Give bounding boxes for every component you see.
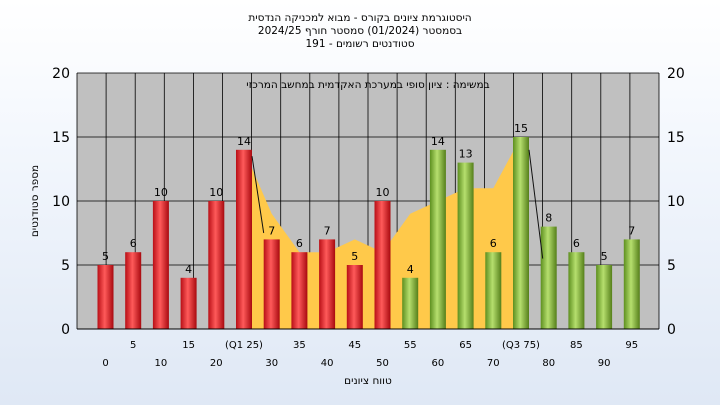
bar-17 (568, 252, 585, 329)
bar-7 (291, 252, 308, 329)
x-tick-label-14: 70 (487, 358, 500, 369)
plot-title: במשימה : ציון סופי במערכת האקדמית במחשב … (246, 79, 489, 91)
x-tick-label-5: (Q1 25) (225, 340, 263, 351)
bar-value-label-5: 14 (237, 135, 251, 148)
bar-value-label-6: 7 (268, 224, 275, 237)
y-tick-left-5: 5 (61, 258, 70, 274)
bar-5 (236, 149, 252, 329)
bar-value-label-2: 10 (154, 186, 168, 199)
y-tick-right-5: 5 (667, 258, 676, 274)
x-tick-label-6: 30 (265, 358, 278, 369)
bar-value-label-9: 5 (351, 250, 358, 263)
title-line-1: היסטוגרמת ציונים בקורס - מבוא למכניקה הנ… (248, 12, 471, 24)
bar-value-label-3: 4 (185, 263, 192, 276)
bar-value-label-14: 6 (490, 237, 497, 250)
bar-value-label-10: 10 (376, 186, 390, 199)
y-tick-right-0: 0 (667, 322, 676, 338)
x-tick-label-4: 20 (210, 358, 223, 369)
x-tick-label-11: 55 (404, 340, 417, 351)
yellow-area-series (244, 137, 521, 329)
bar-value-label-17: 6 (573, 237, 580, 250)
x-tick-label-9: 45 (348, 340, 361, 351)
x-tick-label-8: 40 (321, 358, 334, 369)
chart-title: היסטוגרמת ציונים בקורס - מבוא למכניקה הנ… (248, 12, 471, 50)
y-tick-right-15: 15 (667, 130, 685, 146)
bar-13 (457, 162, 474, 329)
y-tick-right-20: 20 (667, 66, 685, 82)
x-axis-title: טווח ציונים (344, 375, 392, 387)
bar-value-label-7: 6 (296, 237, 303, 250)
title-line-3: סטודנטים רשומים - 191 (305, 38, 414, 50)
y-axis-left: 0 5 10 15 20 (52, 66, 70, 338)
bar-16 (540, 226, 557, 329)
x-tick-label-2: 10 (155, 358, 168, 369)
bar-12 (429, 149, 446, 329)
title-line-2: בסמסטר (01/2024) סמסטר חורף 2024/25 (258, 25, 462, 37)
y-tick-right-10: 10 (667, 194, 685, 210)
x-tick-label-10: 50 (376, 358, 389, 369)
bar-11 (402, 277, 419, 329)
bar-6 (263, 239, 280, 329)
bar-18 (596, 265, 613, 329)
bar-3 (180, 277, 197, 329)
bar-2 (152, 201, 169, 329)
x-tick-label-16: 80 (542, 358, 555, 369)
x-tick-label-17: 85 (570, 340, 583, 351)
x-tick-label-15: (Q3 75) (502, 340, 540, 351)
x-axis-ticks: 0 5 10 15 20(Q1 25)30 35 40 45 50 55 60 65 70(Q3 75)… (102, 340, 638, 369)
bar-value-label-19: 7 (628, 224, 635, 237)
bar-4 (208, 201, 225, 329)
bar-value-label-16: 8 (545, 212, 552, 225)
x-tick-label-7: 35 (293, 340, 306, 351)
bar-10 (374, 201, 391, 329)
bar-value-label-1: 6 (130, 237, 137, 250)
y-tick-left-15: 15 (52, 130, 70, 146)
bars (97, 137, 640, 329)
bar-19 (623, 239, 640, 329)
x-tick-label-1: 5 (130, 340, 136, 351)
bar-9 (346, 265, 363, 329)
y-axis-title: מספר סטודנטים (29, 165, 41, 237)
x-tick-label-19: 95 (625, 340, 638, 351)
y-tick-left-20: 20 (52, 66, 70, 82)
bar-14 (485, 252, 502, 329)
bar-1 (125, 252, 142, 329)
connector-lines (251, 149, 544, 259)
bar-value-label-13: 13 (459, 148, 473, 161)
bar-value-label-11: 4 (407, 263, 414, 276)
x-tick-label-18: 90 (598, 358, 611, 369)
x-tick-label-0: 0 (102, 358, 108, 369)
bar-value-label-8: 7 (324, 224, 331, 237)
bar-value-label-4: 10 (209, 186, 223, 199)
y-axis-right: 0 5 10 15 20 (667, 66, 685, 338)
bar-8 (319, 239, 336, 329)
bar-value-label-18: 5 (601, 250, 608, 263)
y-tick-left-0: 0 (61, 322, 70, 338)
bar-value-label-15: 15 (514, 122, 528, 135)
y-tick-left-10: 10 (52, 194, 70, 210)
x-tick-label-12: 60 (432, 358, 445, 369)
x-tick-label-3: 15 (182, 340, 195, 351)
bar-value-label-12: 14 (431, 135, 445, 148)
bar-value-label-0: 5 (102, 250, 109, 263)
value-labels: 5 6 10 4 10 14 7 6 7 5 10 4 14 13 6 15 8 6 5 7 (102, 122, 635, 276)
bar-15 (513, 137, 529, 329)
bar-0 (97, 265, 114, 329)
x-tick-label-13: 65 (459, 340, 472, 351)
